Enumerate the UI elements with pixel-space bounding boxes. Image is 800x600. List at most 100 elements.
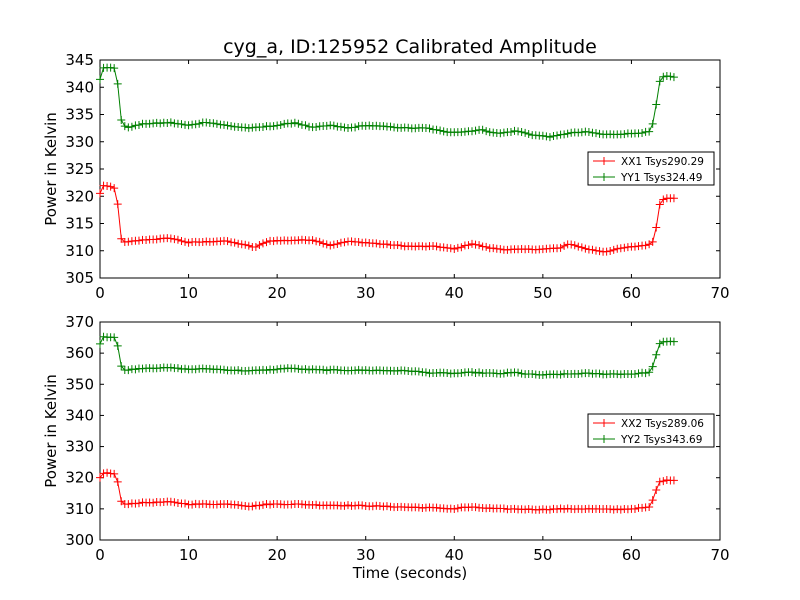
data-point — [333, 240, 342, 249]
data-point — [287, 119, 296, 128]
data-point — [535, 505, 544, 514]
data-point — [556, 370, 565, 379]
y-tick-label: 305 — [65, 269, 94, 287]
data-point — [120, 122, 129, 131]
data-point — [336, 122, 345, 131]
data-point — [595, 129, 604, 138]
x-tick-label: 20 — [268, 284, 287, 302]
x-tick-label: 20 — [268, 546, 287, 564]
data-point — [648, 362, 657, 371]
data-point — [542, 132, 551, 141]
data-point — [308, 236, 317, 245]
x-tick-label: 50 — [533, 284, 552, 302]
data-point — [553, 505, 562, 514]
data-point — [404, 123, 413, 132]
data-point — [124, 123, 133, 132]
data-point — [258, 122, 267, 131]
legend-label: YY1 Tsys324.49 — [620, 172, 702, 184]
data-point — [496, 245, 505, 254]
data-point — [478, 125, 487, 134]
data-point — [96, 473, 104, 482]
data-point — [181, 237, 190, 246]
data-point — [96, 339, 104, 348]
x-tick-label: 10 — [179, 546, 198, 564]
data-point — [630, 242, 639, 251]
y-axis-label: Power in Kelvin — [42, 374, 60, 488]
data-point — [255, 501, 264, 510]
data-point — [620, 243, 629, 252]
data-point — [134, 236, 143, 245]
data-point — [436, 126, 445, 135]
data-point — [198, 237, 207, 246]
data-point — [595, 369, 604, 378]
data-point — [273, 365, 282, 374]
subplot-bottom: 0 10 20 30 40 50 60 70 300 310 320 330 340 350 360 370 P… — [42, 313, 730, 582]
data-point — [545, 505, 554, 514]
data-point — [301, 365, 310, 374]
data-point — [655, 477, 664, 486]
y-tick-label: 360 — [65, 344, 94, 362]
data-point — [517, 128, 526, 137]
data-point — [577, 243, 586, 252]
legend-label: XX1 Tsys290.29 — [621, 156, 704, 168]
data-point — [230, 238, 239, 247]
data-point — [113, 341, 122, 350]
data-point — [223, 500, 232, 509]
data-point — [439, 127, 448, 136]
x-tick-label: 30 — [356, 546, 375, 564]
legend-box — [587, 413, 715, 448]
data-point — [634, 369, 643, 378]
data-point — [365, 121, 374, 130]
data-point — [177, 236, 186, 245]
data-point — [414, 367, 423, 376]
data-point — [602, 247, 611, 256]
data-point — [648, 496, 657, 505]
data-point — [234, 366, 243, 375]
data-point — [471, 240, 480, 249]
data-point — [294, 119, 303, 128]
data-point — [457, 243, 466, 252]
series-1 — [96, 63, 678, 142]
legend-marker — [600, 157, 608, 165]
data-point — [195, 119, 204, 128]
x-tick-label: 30 — [356, 284, 375, 302]
data-point — [574, 242, 583, 251]
data-point — [326, 241, 335, 250]
data-point — [379, 122, 388, 131]
data-point — [212, 119, 221, 128]
y-tick-label: 320 — [65, 187, 94, 205]
data-point — [648, 237, 657, 246]
data-point — [258, 500, 267, 509]
data-point — [570, 241, 579, 250]
data-point — [450, 505, 459, 514]
data-point — [475, 368, 484, 377]
data-point — [312, 237, 321, 246]
data-point — [156, 364, 165, 373]
data-point — [117, 234, 126, 243]
data-point — [588, 245, 597, 254]
data-point — [432, 242, 441, 251]
data-point — [124, 500, 133, 509]
legend-box — [587, 151, 715, 186]
data-point — [521, 505, 530, 514]
data-point — [425, 124, 434, 133]
data-point — [443, 368, 452, 377]
data-point — [244, 241, 253, 250]
series-0 — [96, 468, 678, 514]
y-tick-label: 325 — [65, 160, 94, 178]
data-point — [560, 505, 569, 514]
data-point — [567, 240, 576, 249]
data-point — [556, 504, 565, 513]
x-tick-label: 70 — [710, 284, 729, 302]
y-tick-label: 335 — [65, 106, 94, 124]
y-tick-label: 340 — [65, 78, 94, 96]
data-point — [191, 120, 200, 129]
data-point — [652, 350, 661, 359]
data-point — [645, 368, 654, 377]
data-point — [166, 363, 175, 372]
data-point — [659, 477, 668, 486]
data-point — [113, 79, 122, 88]
data-point — [266, 500, 275, 509]
data-point — [538, 371, 547, 380]
data-point — [294, 364, 303, 373]
